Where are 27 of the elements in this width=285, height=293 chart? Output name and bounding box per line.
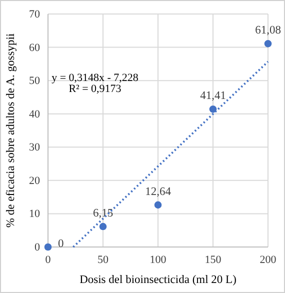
point	[154, 201, 162, 209]
y-tick-label: 20	[29, 174, 40, 187]
x-tick-label: 100	[150, 254, 167, 266]
x-tick-label: 50	[98, 254, 109, 266]
x-axis-title: Dosis del bioinsecticida (ml 20 L)	[80, 274, 237, 286]
y-tick-label: 0	[34, 242, 40, 254]
data-label: 6,15	[92, 208, 114, 220]
point	[209, 106, 217, 113]
point	[264, 40, 272, 48]
data-label: 0	[58, 238, 64, 250]
y-axis-title: % de eficacia sobre adultos de A. gossypii	[5, 33, 17, 228]
x-tick-label: 0	[45, 254, 52, 266]
data-label: 61,08	[255, 24, 282, 37]
y-tick-label: 70	[29, 8, 40, 21]
point	[99, 222, 107, 230]
y-tick-label: 10	[29, 208, 40, 220]
y-tick-label: 40	[29, 108, 40, 120]
data-label: 41,41	[200, 90, 226, 102]
x-tick-label: 200	[260, 254, 277, 266]
y-tick-label: 60	[29, 42, 40, 54]
point	[44, 243, 52, 251]
data-label: 12,64	[145, 186, 172, 198]
annotation: R² = 0,9173	[68, 83, 122, 95]
y-tick-label: 50	[29, 75, 40, 88]
annotation: y = 0,3148x - 7,228	[52, 72, 139, 84]
y-tick-label: 30	[29, 142, 40, 154]
x-tick-label: 150	[204, 254, 222, 266]
